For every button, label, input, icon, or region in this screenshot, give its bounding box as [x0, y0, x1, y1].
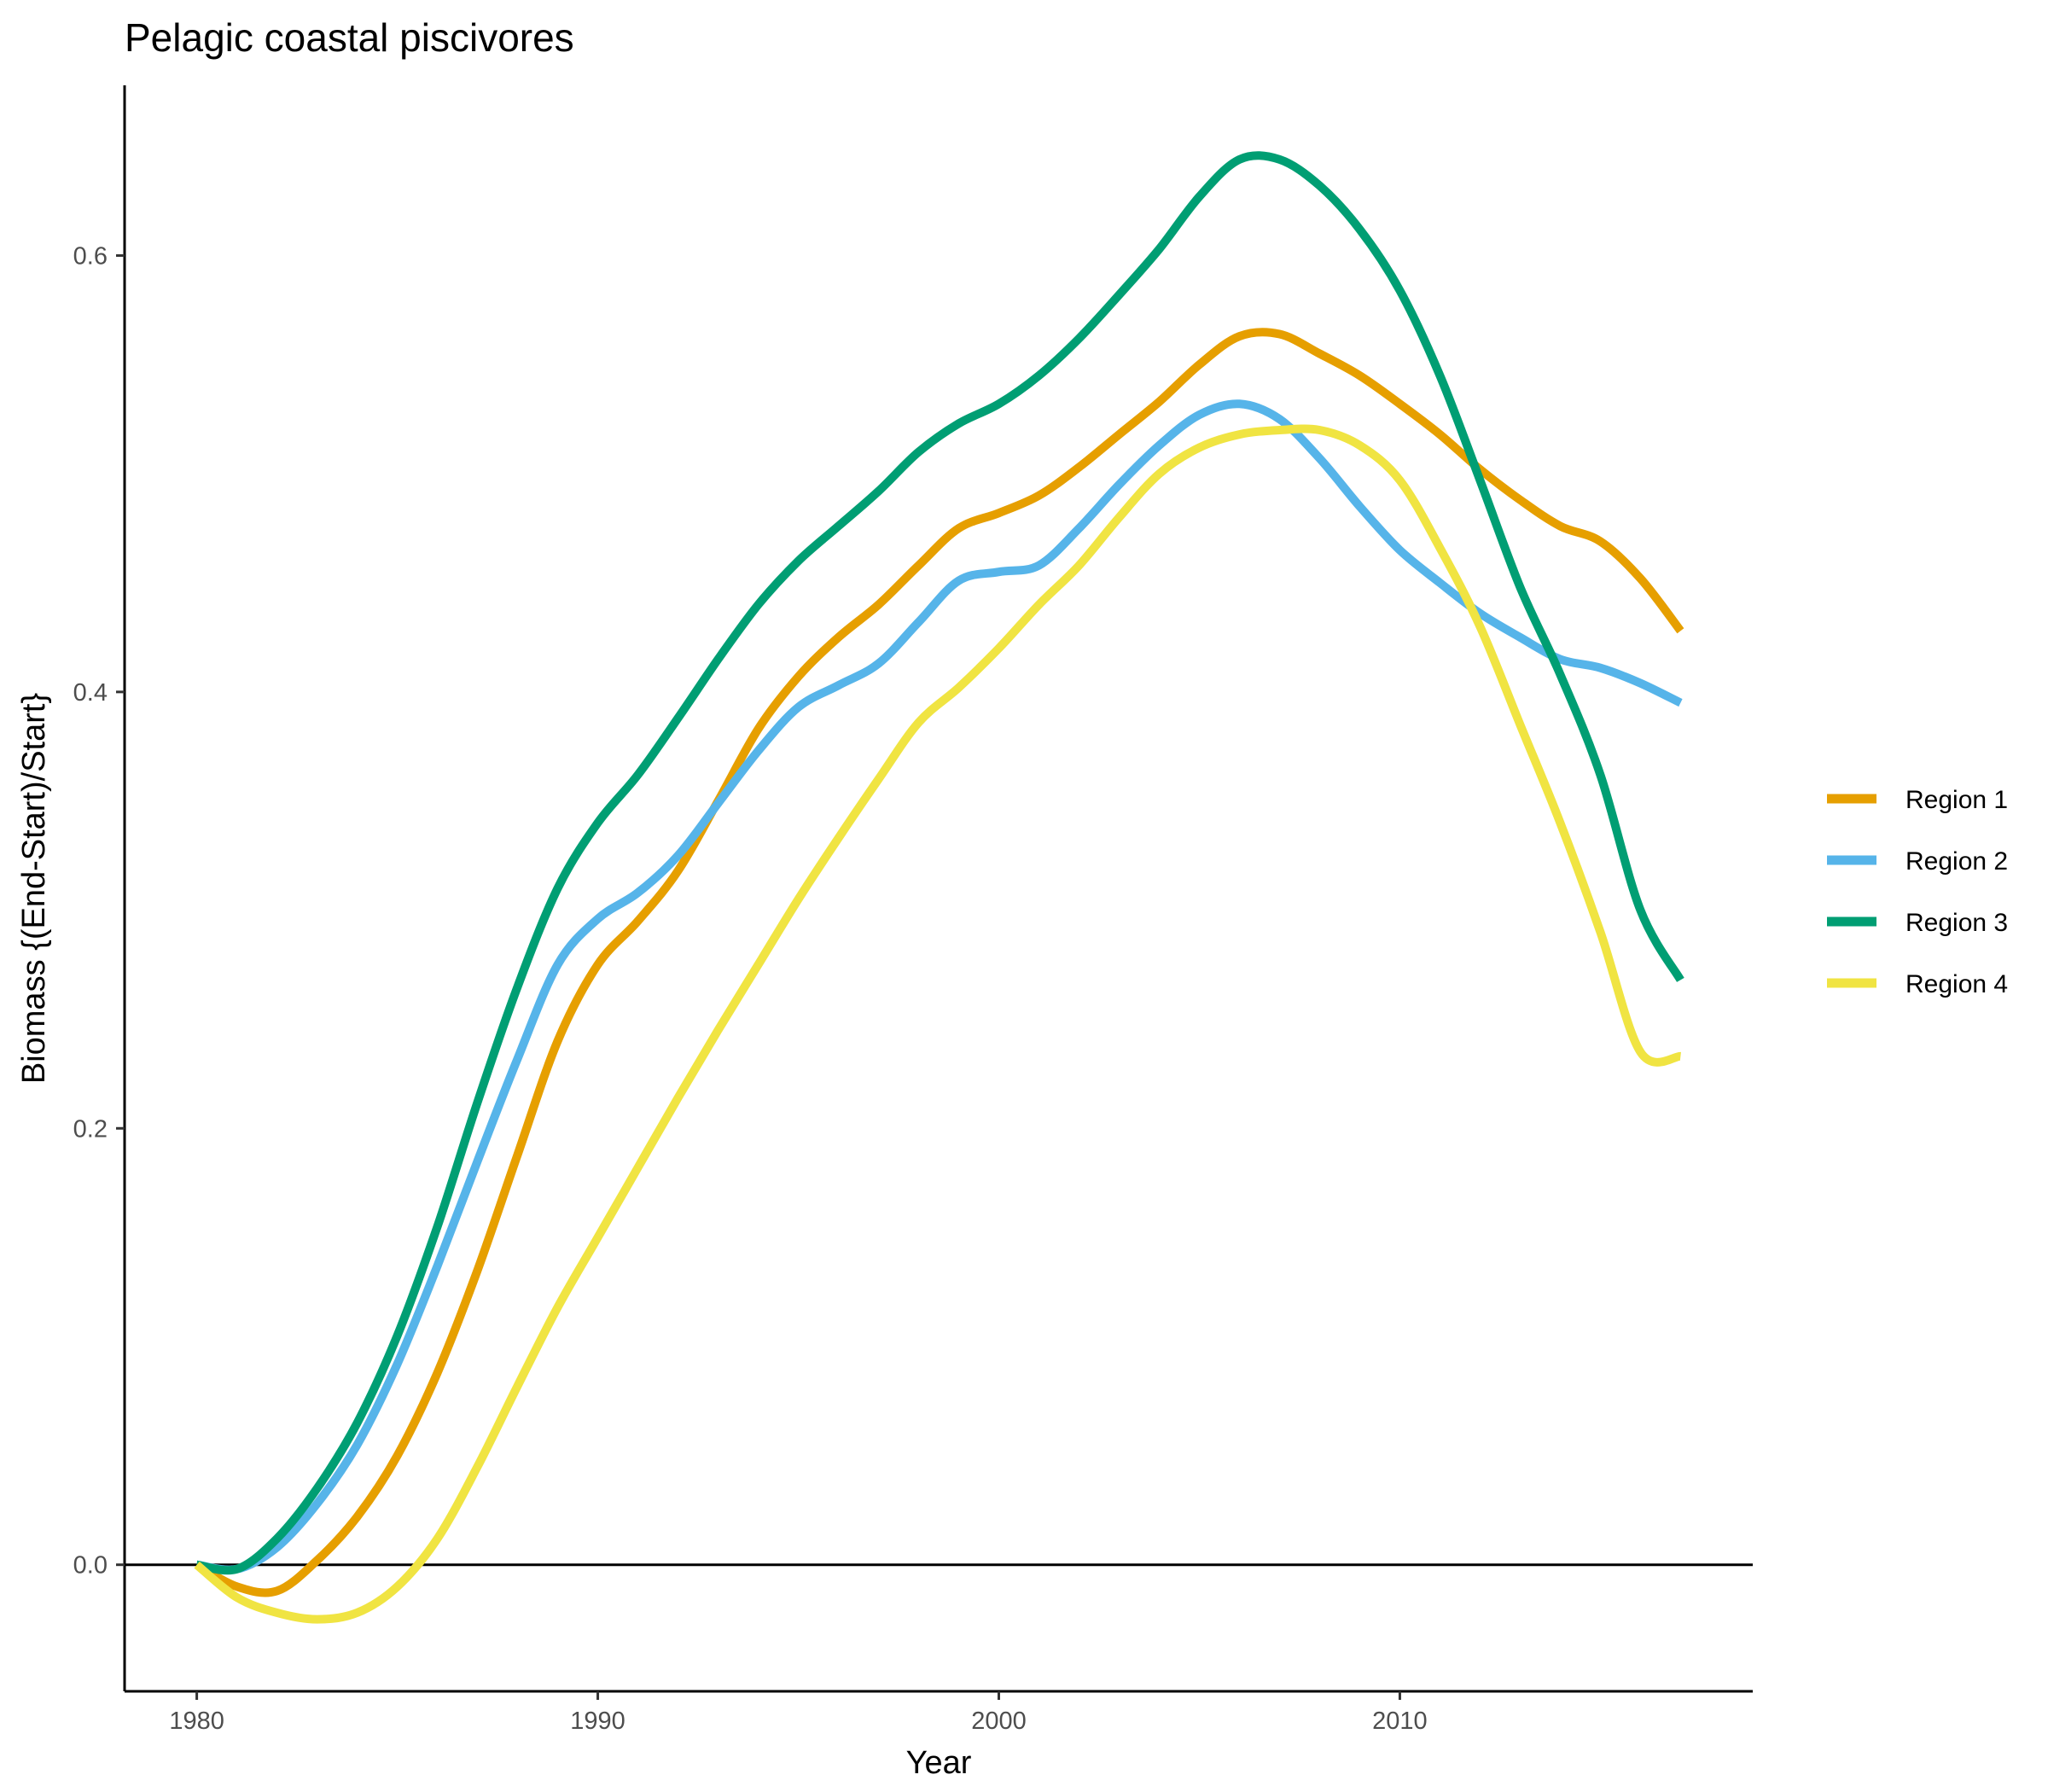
chart-title: Pelagic coastal piscivores — [125, 15, 574, 60]
y-tick-label: 0.2 — [73, 1115, 108, 1143]
legend-label-region-4: Region 4 — [1905, 970, 2008, 998]
y-ticks: 0.0 0.2 0.4 0.6 — [73, 242, 125, 1580]
x-tick-label: 2010 — [1372, 1708, 1428, 1735]
y-tick-label: 0.0 — [73, 1552, 108, 1580]
legend-label-region-1: Region 1 — [1905, 786, 2008, 814]
x-axis-title: Year — [906, 1745, 972, 1781]
legend: Region 1 Region 2 Region 3 Region 4 — [1827, 786, 2008, 998]
y-tick-label: 0.4 — [73, 679, 108, 707]
series-lines — [194, 151, 1684, 1624]
series-line-region-3 — [195, 151, 1684, 1575]
axes — [123, 85, 1753, 1693]
legend-label-region-3: Region 3 — [1905, 909, 2008, 937]
series-line-region-4 — [194, 424, 1681, 1624]
x-tick-label: 1980 — [169, 1708, 224, 1735]
series-line-region-2 — [195, 399, 1683, 1574]
y-tick-label: 0.6 — [73, 242, 108, 270]
x-ticks: 1980 1990 2000 2010 — [169, 1691, 1428, 1735]
x-tick-label: 2000 — [971, 1708, 1027, 1735]
legend-label-region-2: Region 2 — [1905, 847, 2008, 876]
series-line-region-1 — [195, 328, 1684, 1597]
y-axis-title: Biomass {(End-Start)/Start} — [16, 693, 52, 1084]
x-tick-label: 1990 — [570, 1708, 625, 1735]
